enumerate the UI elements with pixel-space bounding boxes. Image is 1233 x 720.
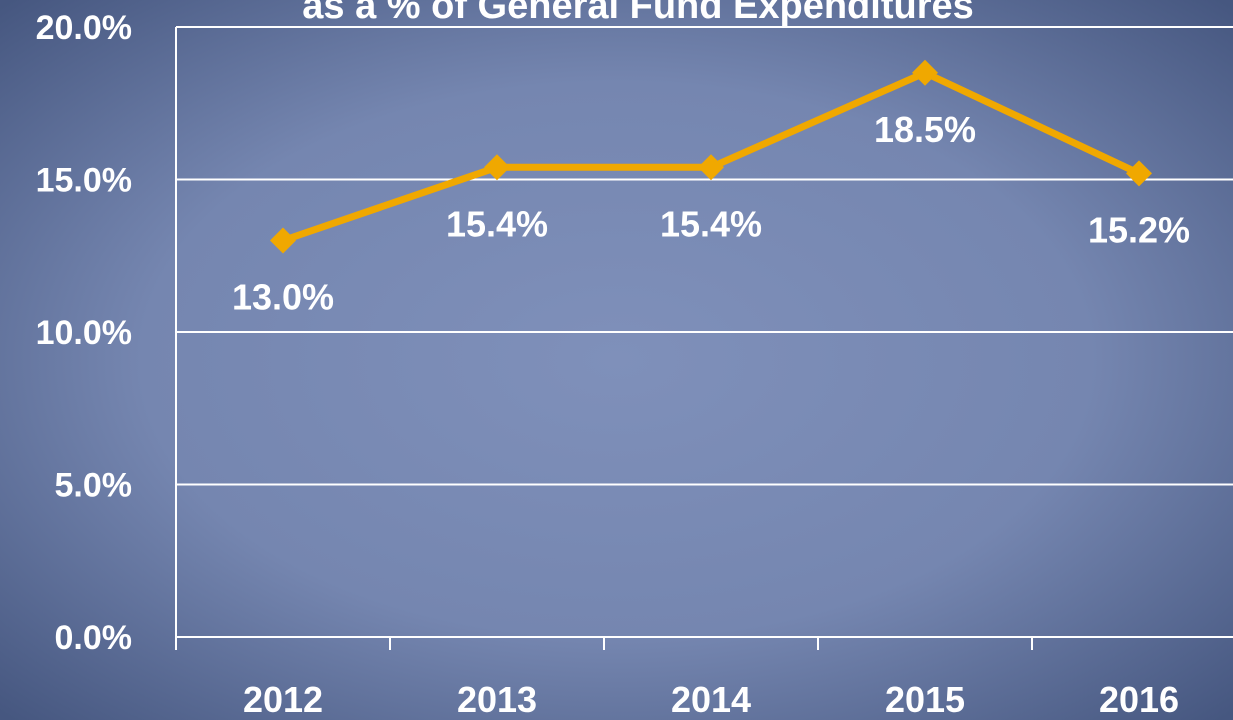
data-label: 15.4%: [446, 203, 548, 244]
y-tick-label: 10.0%: [36, 314, 132, 352]
x-tick-label: 2015: [885, 679, 965, 720]
marker: [912, 59, 938, 86]
data-label: 15.4%: [660, 203, 762, 244]
x-tick-label: 2013: [457, 679, 537, 720]
data-label: 18.5%: [874, 109, 976, 150]
marker: [484, 154, 510, 181]
x-tick-label: 2012: [243, 679, 323, 720]
marker: [1126, 160, 1152, 187]
y-tick-label: 0.0%: [55, 619, 133, 657]
marker: [270, 227, 296, 254]
marker: [698, 154, 724, 181]
data-label: 13.0%: [232, 277, 334, 318]
data-label: 15.2%: [1088, 209, 1190, 250]
y-tick-label: 20.0%: [36, 9, 132, 47]
chart-title: as a % of General Fund Expenditures: [302, 0, 974, 27]
y-tick-label: 5.0%: [55, 467, 133, 505]
x-tick-label: 2016: [1099, 679, 1179, 720]
x-tick-label: 2014: [671, 679, 751, 720]
y-tick-label: 15.0%: [36, 162, 132, 200]
